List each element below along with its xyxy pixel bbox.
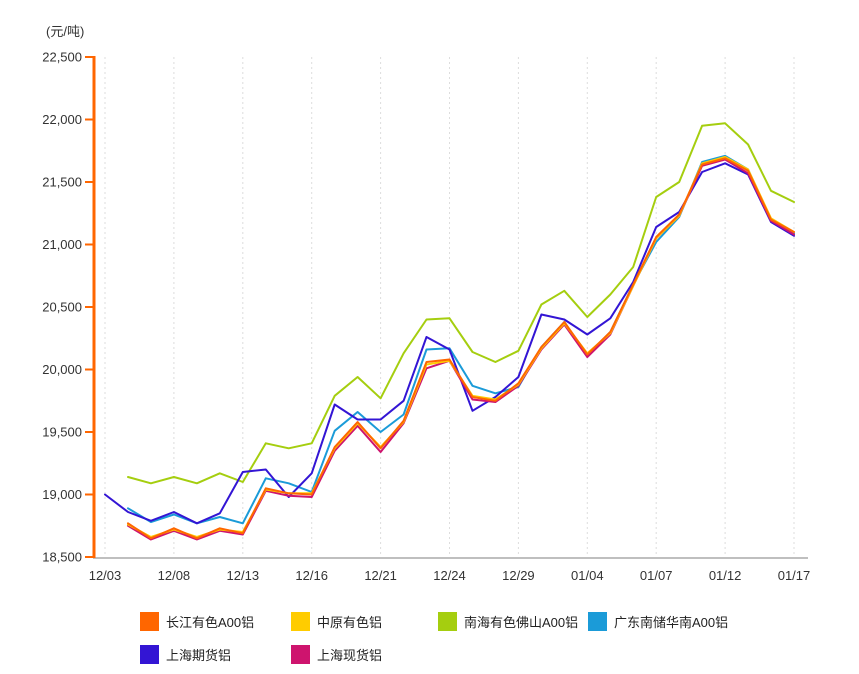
y-tick-label: 19,500 [42,425,82,440]
x-tick-label: 01/04 [571,568,604,583]
x-tick-label: 01/17 [778,568,811,583]
x-tick-label: 12/08 [158,568,191,583]
y-tick-label: 20,500 [42,300,82,315]
y-axis-unit-label: (元/吨) [46,24,85,39]
legend-label: 上海现货铝 [317,648,383,663]
series-line-3 [127,154,795,525]
legend-item-1[interactable]: 中原有色铝 [291,612,382,631]
legend-color-swatch [140,612,159,631]
x-tick-label: 12/21 [364,568,397,583]
legend-label: 长江有色A00铝 [166,615,255,630]
series-line-5 [127,158,795,541]
legend-label: 中原有色铝 [317,615,383,630]
legend-item-4[interactable]: 上海期货铝 [140,645,231,664]
legend-label: 南海有色佛山A00铝 [464,615,579,630]
legend-item-5[interactable]: 上海现货铝 [291,645,382,664]
series-line-2 [127,122,795,485]
y-tick-label: 20,000 [42,362,82,377]
y-tick-label: 22,000 [42,112,82,127]
series-line-1 [127,156,795,538]
legend-label: 广东南储华南A00铝 [614,615,729,630]
y-tick-label: 21,500 [42,175,82,190]
x-tick-label: 01/07 [640,568,673,583]
x-tick-label: 12/13 [227,568,260,583]
legend-item-0[interactable]: 长江有色A00铝 [140,612,254,631]
legend-color-swatch [291,612,310,631]
series-line-4 [104,162,795,525]
legend-color-swatch [438,612,457,631]
x-tick-label: 01/12 [709,568,742,583]
x-tick-label: 12/03 [89,568,122,583]
y-tick-label: 22,500 [42,50,82,65]
legend-color-swatch [291,645,310,664]
x-tick-label: 12/16 [295,568,328,583]
y-tick-label: 18,500 [42,550,82,565]
x-tick-label: 12/29 [502,568,535,583]
legend-item-2[interactable]: 南海有色佛山A00铝 [438,612,578,631]
series-line-0 [127,157,795,540]
y-tick-label: 19,000 [42,487,82,502]
y-tick-label: 21,000 [42,237,82,252]
legend-color-swatch [588,612,607,631]
legend-item-3[interactable]: 广东南储华南A00铝 [588,612,728,631]
legend-label: 上海期货铝 [166,648,232,663]
legend-color-swatch [140,645,159,664]
x-tick-label: 12/24 [433,568,466,583]
